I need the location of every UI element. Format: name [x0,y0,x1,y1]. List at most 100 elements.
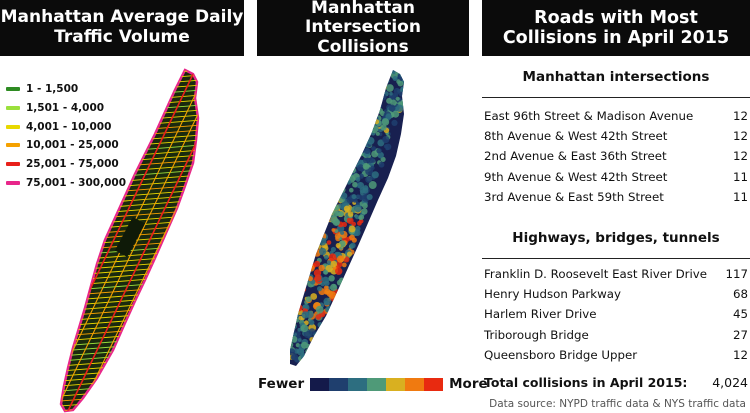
table-row: East 96th Street & Madison Avenue 12 [482,106,750,126]
heat-dot [332,218,340,226]
heat-dot [398,73,404,80]
heat-dot [305,296,312,303]
heat-dot [358,173,364,179]
heat-dot [283,355,288,360]
avenue-line [61,70,198,411]
legend-swatch [6,87,20,92]
heat-dot [335,243,341,248]
heat-dot [403,82,404,89]
heat-dot [383,144,388,149]
heat-dot [370,108,376,115]
heat-dot [340,175,346,181]
heat-dot [312,351,319,359]
road-name: 3rd Avenue & East 59th Street [484,189,664,204]
legend-label: 4,001 - 10,000 [26,120,112,133]
heat-dot [376,92,383,100]
heat-dot [305,348,311,355]
heat-dot [365,102,371,108]
avenue-line [66,70,198,411]
street-line [61,296,198,314]
legend-label: 10,001 - 25,000 [26,139,119,152]
heat-dot [346,217,354,225]
heat-dot [350,152,356,158]
heat-dot [282,360,287,365]
street-line [61,116,198,134]
heat-dot [377,73,382,78]
heat-dot [320,327,326,333]
collision-count: 68 [732,287,748,302]
color-ramp [310,377,444,391]
heat-dot [410,72,416,78]
heat-dot [278,351,286,359]
heat-dot [334,233,341,240]
heat-dot [373,97,381,105]
heat-dot [380,78,387,85]
collision-count: 27 [732,327,748,342]
heat-dot [324,280,330,287]
heat-dot [332,210,339,217]
heat-dot [330,246,336,253]
heat-dot [330,201,337,207]
street-line [61,131,198,149]
heat-dot [360,126,368,133]
heat-dot [349,187,354,193]
heat-dot [323,297,331,306]
heat-dot [313,350,321,358]
heat-dot [371,171,379,179]
heat-dot [340,192,348,200]
collisions-heat-map [278,70,416,366]
traffic-volume-map [59,68,200,413]
heat-dot [313,340,322,349]
central-park-shape [114,216,146,258]
heat-dot [318,264,325,272]
heat-dot [325,306,331,313]
collisions-title: Manhattan Intersection Collisions [257,0,469,56]
legend-item: 4,001 - 10,000 [6,117,126,136]
heat-dot [362,132,367,137]
street-line [61,301,198,319]
heat-dot [317,322,323,328]
legend-label: 75,001 - 300,000 [26,176,127,189]
road-name: 9th Avenue & West 42th Street [484,169,668,184]
traffic-title-line1: Manhattan Average Daily [0,7,244,28]
legend-item: 25,001 - 75,000 [6,155,126,174]
heat-dot [349,147,354,152]
traffic-title-line2: Traffic Volume [54,27,190,47]
avenue-line [78,70,198,411]
heat-dot [354,137,361,144]
heat-dot [314,330,323,338]
heat-dot [355,129,362,136]
heat-dot [386,97,393,104]
heat-dot [367,123,371,128]
heat-dot [391,119,398,126]
heat-dot [328,291,337,299]
heat-dot [365,124,374,132]
heat-dot [336,224,345,233]
legend-label: 25,001 - 75,000 [26,158,119,171]
heat-dot [310,357,319,366]
heat-dot [369,110,375,117]
street-line [61,126,198,144]
heat-dot [341,262,347,268]
ramp-swatch [405,377,425,391]
street-line [61,121,198,139]
street-line [61,306,198,324]
heat-dot [308,319,315,326]
heat-dot [331,228,336,232]
heat-dot [355,142,362,148]
legend-swatch [6,143,20,148]
heat-dot [300,324,309,333]
heat-dot [343,205,350,212]
heat-dot [340,230,345,235]
heat-dot [314,260,321,267]
heat-dot [396,104,404,112]
heat-dot [350,141,358,149]
street-line [61,346,198,364]
heat-dot [298,315,303,321]
heat-dot [384,78,390,84]
street-line [61,356,198,374]
heat-dot [380,83,387,91]
heat-dot [381,118,390,126]
highways-heading: Highways, bridges, tunnels [482,217,750,259]
heat-dot [349,242,356,249]
